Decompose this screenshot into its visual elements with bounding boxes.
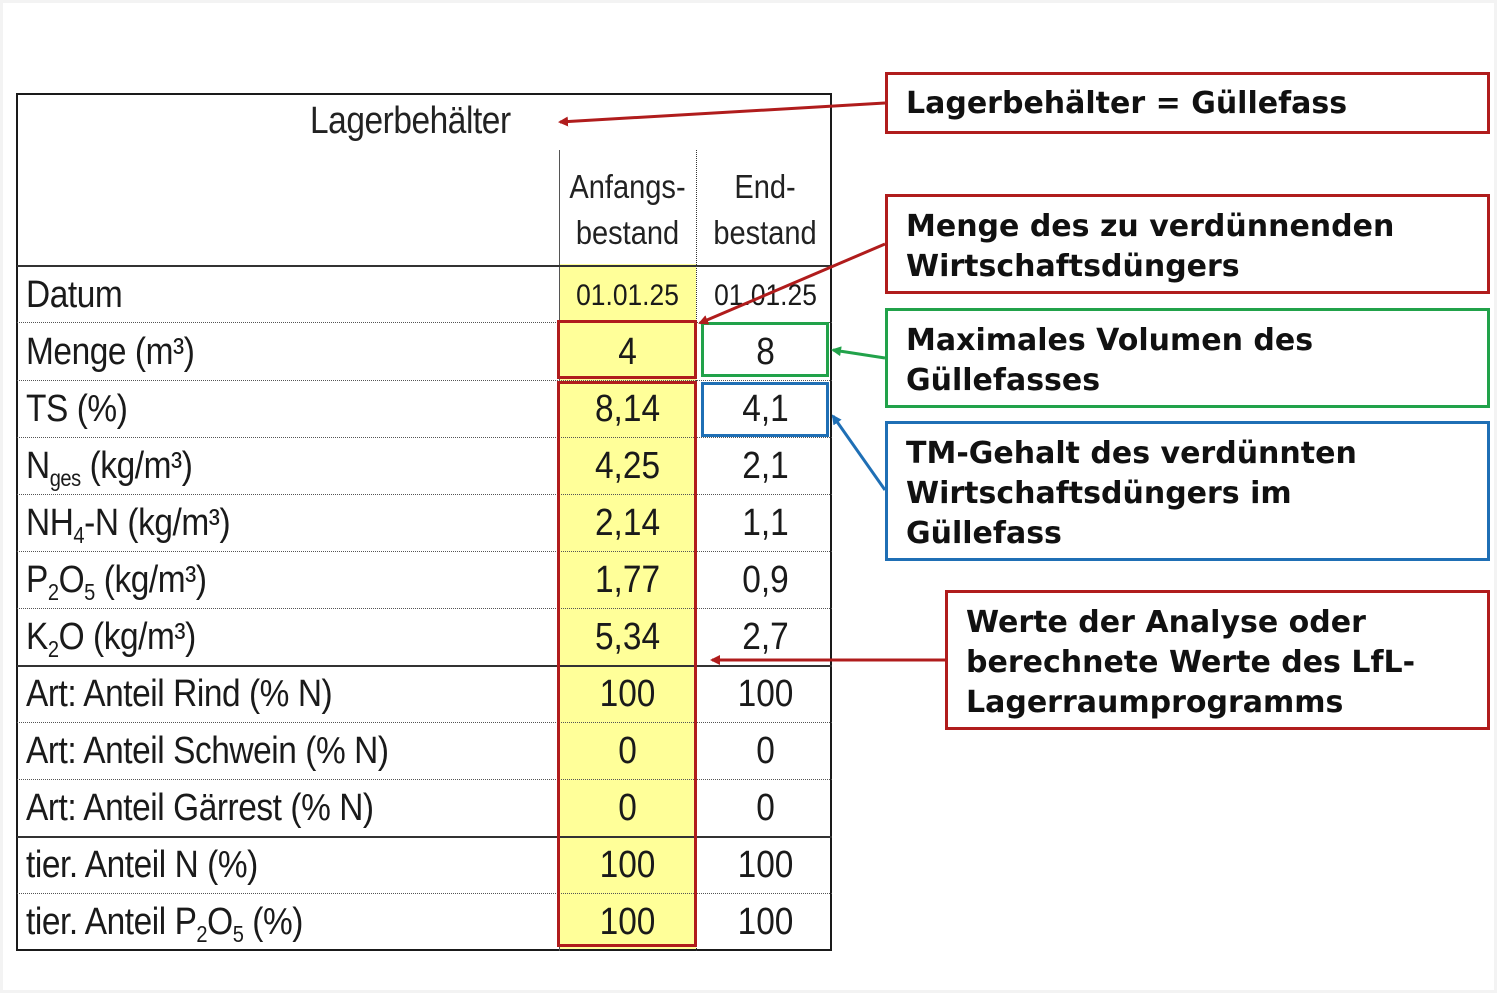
cell-start-nges: 4,25	[594, 445, 661, 487]
section-divider	[17, 836, 832, 838]
storage-table	[16, 93, 832, 951]
row-label-menge: Menge (m³)	[26, 331, 195, 373]
cell-end-k2o: 2,7	[742, 616, 789, 658]
callout-menge-line2: Wirtschaftsdüngers	[906, 249, 1240, 284]
table-title: Lagerbehälter	[310, 100, 511, 142]
callout-volumen-line2: Güllefasses	[906, 363, 1101, 398]
row-divider	[17, 551, 832, 552]
row-divider	[17, 494, 832, 495]
header-divider	[17, 265, 832, 267]
cell-start-nh4n: 2,14	[594, 502, 661, 544]
row-divider	[17, 779, 832, 780]
cell-end-p2o5: 0,9	[742, 559, 789, 601]
row-divider	[17, 437, 832, 438]
row-label-nh4n: NH4-N (kg/m³)	[26, 502, 231, 548]
cell-start-p2o5: 1,77	[594, 559, 661, 601]
column-header-start-line1: Anfangs-	[569, 168, 686, 205]
column-header-start-line2: bestand	[575, 214, 680, 251]
highlight-max-volume	[701, 322, 829, 377]
cell-end-tier-n: 100	[737, 844, 794, 886]
cell-end-gaerrest: 0	[756, 787, 775, 829]
highlight-analysis-values	[557, 381, 697, 947]
row-label-k2o: K2O (kg/m³)	[26, 616, 196, 662]
row-label-p2o5: P2O5 (kg/m³)	[26, 559, 207, 605]
callout-werte: Werte der Analyse oder berechnete Werte …	[945, 590, 1490, 730]
callout-volumen-line1: Maximales Volumen des	[906, 323, 1314, 358]
cell-start-rind: 100	[599, 673, 656, 715]
cell-end-schwein: 0	[756, 730, 775, 772]
row-label-schwein: Art: Anteil Schwein (% N)	[26, 730, 389, 772]
cell-start-ts: 8,14	[594, 388, 661, 430]
cell-end-nh4n: 1,1	[742, 502, 789, 544]
callout-volumen: Maximales Volumen des Güllefasses	[885, 308, 1490, 408]
callout-tm: TM-Gehalt des verdünnten Wirtschaftsdüng…	[885, 421, 1490, 561]
callout-menge-line1: Menge des zu verdünnenden	[906, 209, 1395, 244]
cell-start-tier-n: 100	[599, 844, 656, 886]
column-header-end: End- bestand	[705, 164, 825, 256]
cell-end-tier-p2o5: 100	[737, 901, 794, 943]
cell-start-schwein: 0	[618, 730, 637, 772]
row-label-nges: Nges (kg/m³)	[26, 445, 193, 491]
callout-tm-line2: Wirtschaftsdüngers im	[906, 476, 1292, 511]
row-label-tier-p2o5: tier. Anteil P2O5 (%)	[26, 901, 303, 947]
arrow-menge	[698, 242, 886, 325]
callout-lagerbehaelter-text: Lagerbehälter = Güllefass	[906, 86, 1348, 121]
cell-end-menge: 8	[756, 331, 775, 373]
cell-end-rind: 100	[737, 673, 794, 715]
callout-tm-line3: Güllefass	[906, 516, 1062, 551]
row-label-datum: Datum	[26, 274, 123, 316]
arrow-volumen	[831, 346, 886, 360]
column-header-end-line2: bestand	[713, 214, 817, 251]
column-header-end-line1: End-	[734, 168, 796, 205]
cell-start-datum: 01.01.25	[576, 279, 679, 312]
arrow-tm	[831, 414, 887, 491]
section-divider	[17, 665, 832, 667]
highlight-menge-start	[557, 320, 697, 379]
callout-werte-line3: Lagerraumprogramms	[966, 685, 1344, 720]
callout-lagerbehaelter: Lagerbehälter = Güllefass	[885, 72, 1490, 134]
row-label-gaerrest: Art: Anteil Gärrest (% N)	[26, 787, 374, 829]
cell-end-ts: 4,1	[742, 388, 789, 430]
column-header-start: Anfangs- bestand	[567, 164, 688, 256]
callout-werte-line2: berechnete Werte des LfL-	[966, 645, 1416, 680]
row-divider	[17, 380, 832, 381]
arrow-lagerbehaelter	[558, 101, 886, 127]
cell-start-k2o: 5,34	[594, 616, 661, 658]
row-label-rind: Art: Anteil Rind (% N)	[26, 673, 333, 715]
cell-start-tier-p2o5: 100	[599, 901, 656, 943]
row-label-ts: TS (%)	[26, 388, 128, 430]
row-divider	[17, 322, 832, 323]
row-divider	[17, 893, 832, 894]
row-divider	[17, 722, 832, 723]
highlight-tm-value	[701, 382, 829, 437]
callout-werte-line1: Werte der Analyse oder	[966, 605, 1366, 640]
row-divider	[17, 608, 832, 609]
row-label-tier-n: tier. Anteil N (%)	[26, 844, 258, 886]
cell-start-gaerrest: 0	[618, 787, 637, 829]
cell-start-menge: 4	[618, 331, 637, 373]
cell-end-nges: 2,1	[742, 445, 789, 487]
callout-menge: Menge des zu verdünnenden Wirtschaftsdün…	[885, 194, 1490, 294]
callout-tm-line1: TM-Gehalt des verdünnten	[906, 436, 1357, 471]
